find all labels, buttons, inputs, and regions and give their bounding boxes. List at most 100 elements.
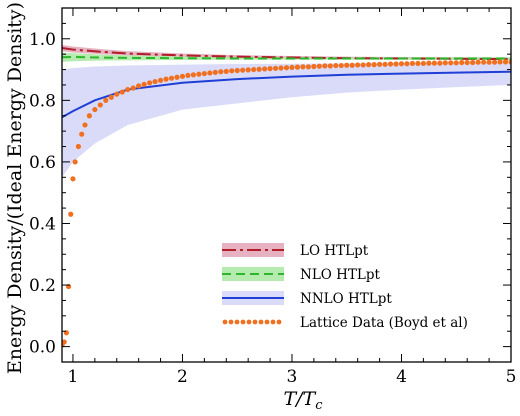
band-nnlo-htlpt <box>62 62 511 178</box>
lattice-point <box>201 70 207 77</box>
legend-marker <box>270 319 276 325</box>
lattice-point <box>212 69 218 75</box>
legend-marker <box>234 319 240 325</box>
lattice-point <box>136 83 142 89</box>
lattice-point <box>376 61 383 67</box>
legend-item-lattice-data-boyd-et-al: Lattice Data (Boyd et al) <box>222 315 468 331</box>
axis-ticks <box>62 7 512 362</box>
lattice-point <box>409 60 416 67</box>
lattice-point <box>119 89 125 95</box>
lattice-point <box>79 131 85 137</box>
uncertainty-bands <box>62 44 511 178</box>
lattice-point <box>316 63 322 69</box>
lattice-point <box>322 63 328 69</box>
lattice-point <box>497 59 503 65</box>
lattice-point <box>437 60 443 66</box>
lattice-point <box>453 60 459 66</box>
lattice-point <box>114 91 120 97</box>
lattice-point <box>75 143 82 150</box>
lattice-point <box>459 59 465 66</box>
lattice-point <box>387 61 394 67</box>
lattice-point <box>272 65 279 71</box>
lattice-point <box>72 159 78 165</box>
lattice-point <box>103 97 109 103</box>
lattice-point <box>448 60 454 66</box>
lattice-point <box>481 59 487 65</box>
legend-item-nnlo-htlpt: NNLO HTLpt <box>222 291 392 307</box>
lattice-point <box>349 62 355 68</box>
lattice-point <box>251 66 257 73</box>
lattice-point <box>491 59 498 65</box>
lattice-point <box>289 64 295 71</box>
lattice-point <box>157 77 164 83</box>
lattice-point <box>163 76 169 82</box>
y-tick-label: 0.2 <box>29 276 56 296</box>
legend-item-nlo-htlpt: NLO HTLpt <box>222 267 381 283</box>
legend-label: LO HTLpt <box>300 243 369 259</box>
lattice-point <box>262 66 268 72</box>
lattice-point <box>442 60 448 66</box>
line-nnlo-htlpt <box>62 70 511 119</box>
lattice-point <box>223 68 229 75</box>
legend-marker <box>276 319 282 325</box>
lattice-point <box>294 64 301 70</box>
lattice-point <box>168 75 175 81</box>
lattice-point <box>82 122 88 128</box>
lattice-point <box>108 94 114 100</box>
lattice-point <box>415 60 421 67</box>
y-tick-label: 0.4 <box>29 214 56 234</box>
legend-marker <box>264 319 270 325</box>
x-axis-title-subscript: c <box>315 398 323 413</box>
y-tick-label: 1.0 <box>29 30 56 50</box>
lattice-point <box>420 60 426 67</box>
lattice-point <box>147 80 153 86</box>
lattice-point <box>185 72 191 79</box>
lattice-point <box>125 86 131 93</box>
lattice-point <box>196 71 202 77</box>
lattice-point <box>190 72 197 78</box>
lattice-point <box>240 67 246 73</box>
x-tick-labels: 1 2 3 4 5 <box>68 367 517 387</box>
x-tick-label: 5 <box>506 367 517 387</box>
lattice-point <box>267 66 273 72</box>
lattice-point <box>327 63 333 69</box>
legend-marker <box>240 319 246 325</box>
x-tick-label: 3 <box>287 367 298 387</box>
lattice-point <box>86 113 92 119</box>
lattice-point <box>283 65 290 71</box>
legend-marker <box>258 319 264 325</box>
x-tick-label: 1 <box>68 367 79 387</box>
lattice-point <box>338 62 344 69</box>
lattice-point <box>174 74 180 80</box>
lattice-point <box>404 61 410 67</box>
lattice-point <box>393 61 399 67</box>
plot-frame <box>61 7 512 363</box>
lattice-point <box>207 70 213 76</box>
lattice-point <box>97 102 103 108</box>
lattice-point <box>179 73 186 79</box>
lattice-point <box>486 59 492 65</box>
line-nlo-htlpt <box>62 55 511 60</box>
lattice-point <box>464 59 470 66</box>
lattice-point <box>245 67 251 73</box>
x-axis-title-main: T/T <box>283 388 316 410</box>
lattice-point <box>218 69 224 75</box>
y-tick-label: 0.0 <box>29 338 56 358</box>
x-axis-title: T/Tc <box>283 388 323 413</box>
lattice-point <box>70 176 76 182</box>
lattice-point <box>141 81 147 87</box>
y-axis-title: Energy Density/(Ideal Energy Density) <box>4 2 26 374</box>
lattice-point <box>229 68 235 74</box>
lattice-point <box>502 59 509 65</box>
legend-label: Lattice Data (Boyd et al) <box>300 315 468 331</box>
lattice-point <box>475 59 481 65</box>
lattice-point <box>366 62 372 68</box>
lattice-point <box>130 85 136 91</box>
legend-marker <box>252 319 258 325</box>
lattice-point <box>371 62 377 68</box>
lattice-point <box>470 59 476 66</box>
y-tick-label: 0.6 <box>29 153 56 173</box>
band-nlo-htlpt <box>62 52 511 62</box>
legend-label: NNLO HTLpt <box>300 291 392 307</box>
legend-marker <box>222 319 228 325</box>
